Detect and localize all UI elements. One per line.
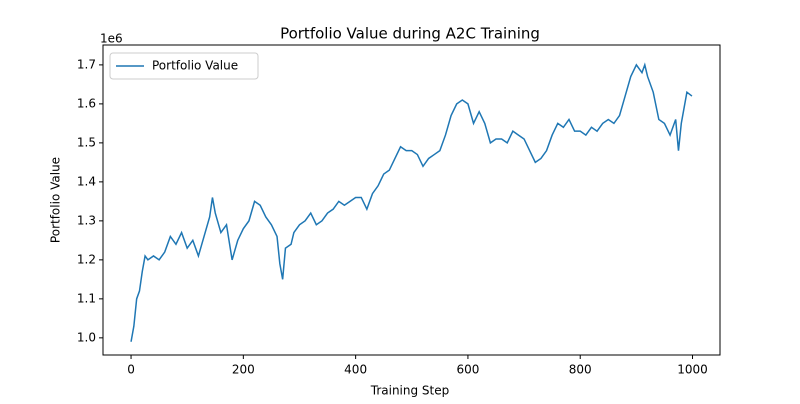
x-axis-label: Training Step — [370, 384, 450, 398]
y-tick-label: 1.4 — [77, 174, 96, 188]
line — [130, 62, 693, 342]
x-tick-label: 600 — [456, 363, 479, 377]
y-offset-label: 1e6 — [100, 32, 123, 46]
legend-label: Portfolio Value — [152, 59, 238, 73]
y-axis-label: Portfolio Value — [49, 157, 63, 243]
y-tick-label: 1.2 — [77, 252, 96, 266]
x-tick-label: 800 — [569, 363, 592, 377]
chart-title: Portfolio Value during A2C Training — [280, 25, 540, 43]
y-tick-label: 1.7 — [77, 57, 96, 71]
y-tick-label: 1.5 — [77, 135, 96, 149]
y-tick-label: 1.6 — [77, 96, 96, 110]
x-tick-label: 0 — [127, 363, 135, 377]
y-tick-label: 1.0 — [77, 330, 96, 344]
x-tick-label: 400 — [344, 363, 367, 377]
plot-frame — [102, 44, 721, 356]
y-tick-label: 1.3 — [77, 213, 96, 227]
legend-box — [109, 52, 259, 80]
x-tick-label: 200 — [232, 363, 255, 377]
x-tick-label: 1000 — [677, 363, 708, 377]
y-tick-label: 1.1 — [77, 291, 96, 305]
